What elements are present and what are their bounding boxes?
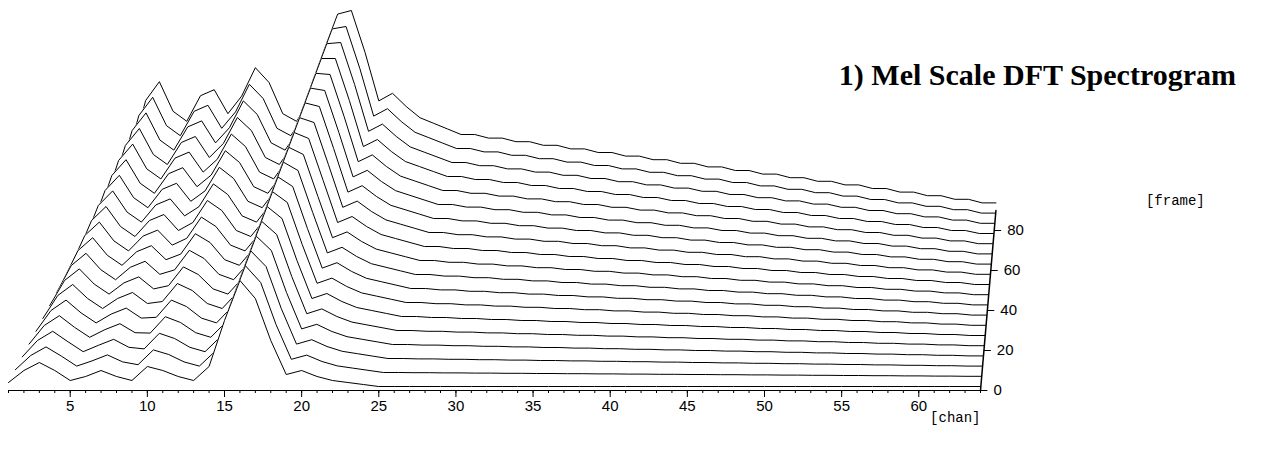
- svg-text:25: 25: [370, 397, 387, 414]
- svg-text:[chan]: [chan]: [930, 410, 980, 426]
- html-text:1) Mel Scale DFT Spectrogram: 1) Mel Scale DFT Spectrogram: [838, 58, 1236, 91]
- svg-text:40: 40: [1000, 301, 1017, 318]
- svg-text:5: 5: [66, 397, 74, 414]
- svg-text:20: 20: [997, 341, 1014, 358]
- svg-text:50: 50: [756, 397, 773, 414]
- svg-text:35: 35: [525, 397, 542, 414]
- svg-text:0: 0: [993, 381, 1001, 398]
- svg-text:15: 15: [216, 397, 233, 414]
- svg-text:60: 60: [910, 397, 927, 414]
- svg-text:10: 10: [139, 397, 156, 414]
- svg-text:30: 30: [448, 397, 465, 414]
- svg-text:40: 40: [602, 397, 619, 414]
- svg-text:20: 20: [293, 397, 310, 414]
- svg-text:80: 80: [1007, 221, 1024, 238]
- svg-text:60: 60: [1004, 261, 1021, 278]
- svg-text:55: 55: [833, 397, 850, 414]
- svg-text:[frame]: [frame]: [1146, 193, 1205, 209]
- svg-text:45: 45: [679, 397, 696, 414]
